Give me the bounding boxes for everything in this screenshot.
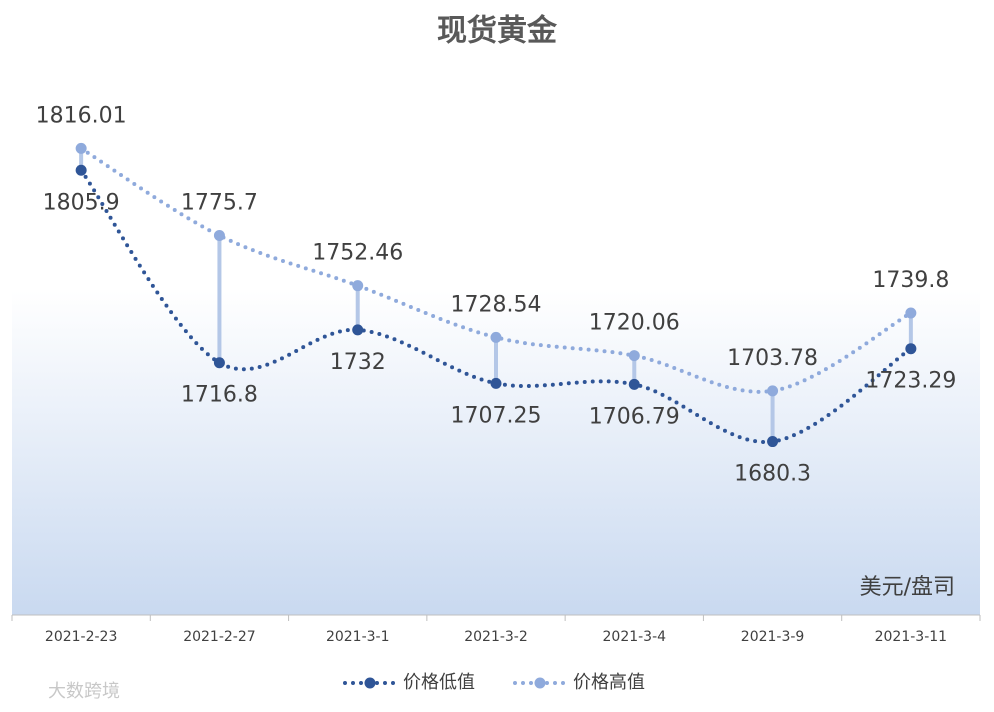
data-label: 1739.8 — [872, 268, 949, 293]
watermark: 大数跨境 — [48, 681, 120, 702]
data-label: 1680.3 — [734, 462, 811, 487]
x-tick-label: 2021-2-27 — [183, 629, 255, 645]
marker — [213, 357, 225, 369]
marker — [767, 436, 779, 448]
marker — [490, 377, 502, 389]
data-label: 1703.78 — [727, 346, 818, 371]
marker — [352, 324, 364, 336]
x-tick-label: 2021-2-23 — [45, 629, 117, 645]
marker — [628, 350, 640, 362]
data-label: 1752.46 — [312, 241, 403, 266]
data-label: 1775.7 — [181, 190, 258, 215]
x-tick-label: 2021-3-11 — [875, 629, 947, 645]
legend-marker — [534, 677, 546, 689]
marker — [905, 307, 917, 319]
marker — [75, 142, 87, 154]
data-label: 1720.06 — [589, 311, 680, 336]
data-label: 1707.25 — [451, 403, 542, 428]
legend-label: 价格高值 — [573, 672, 645, 693]
x-tick-label: 2021-3-4 — [603, 629, 667, 645]
data-label: 1816.01 — [36, 103, 127, 128]
legend-label: 价格低值 — [403, 672, 475, 693]
marker — [213, 229, 225, 241]
unit-label: 美元/盘司 — [860, 575, 955, 600]
data-label: 1723.29 — [865, 369, 956, 394]
marker — [75, 164, 87, 176]
legend-marker — [364, 677, 376, 689]
data-label: 1805.9 — [43, 190, 120, 215]
chart-title: 现货黄金 — [437, 14, 558, 49]
marker — [628, 378, 640, 390]
x-tick-label: 2021-3-2 — [464, 629, 528, 645]
data-label: 1732 — [330, 350, 386, 375]
data-label: 1728.54 — [451, 292, 542, 317]
marker — [905, 343, 917, 355]
x-tick-label: 2021-3-1 — [326, 629, 390, 645]
marker — [490, 331, 502, 343]
data-label: 1716.8 — [181, 383, 258, 408]
marker — [352, 280, 364, 292]
x-tick-label: 2021-3-9 — [741, 629, 805, 645]
marker — [767, 385, 779, 397]
data-label: 1706.79 — [589, 404, 680, 429]
